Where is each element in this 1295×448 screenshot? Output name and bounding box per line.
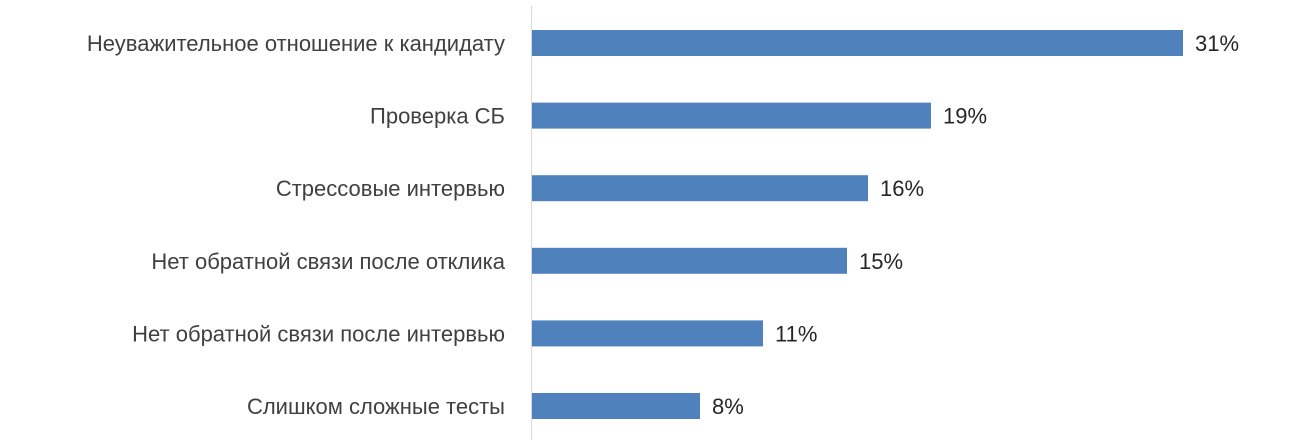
- category-label-4: Нет обратной связи после отклика: [151, 249, 505, 274]
- bar-4: [532, 247, 847, 274]
- value-labels-group: 31% 19% 16% 15% 11% 8%: [712, 31, 1239, 419]
- data-label-1: 31%: [1195, 31, 1239, 56]
- data-label-3: 16%: [880, 176, 924, 201]
- category-label-1: Неуважительное отношение к кандидату: [87, 31, 505, 56]
- bar-5: [532, 320, 763, 347]
- data-label-6: 8%: [712, 394, 744, 419]
- data-label-5: 11%: [775, 321, 817, 346]
- bar-1: [532, 30, 1183, 56]
- bar-6: [532, 393, 700, 419]
- bar-3: [532, 175, 868, 202]
- data-label-4: 15%: [859, 249, 903, 274]
- category-label-3: Стрессовые интервью: [276, 176, 505, 201]
- data-label-2: 19%: [943, 104, 987, 129]
- bars-group: [532, 30, 1183, 419]
- category-label-6: Слишком сложные тесты: [247, 394, 505, 419]
- category-labels-group: Неуважительное отношение к кандидату Пров…: [87, 31, 506, 419]
- bar-2: [532, 102, 931, 129]
- category-label-5: Нет обратной связи после интервью: [132, 321, 505, 346]
- category-label-2: Проверка СБ: [370, 104, 505, 129]
